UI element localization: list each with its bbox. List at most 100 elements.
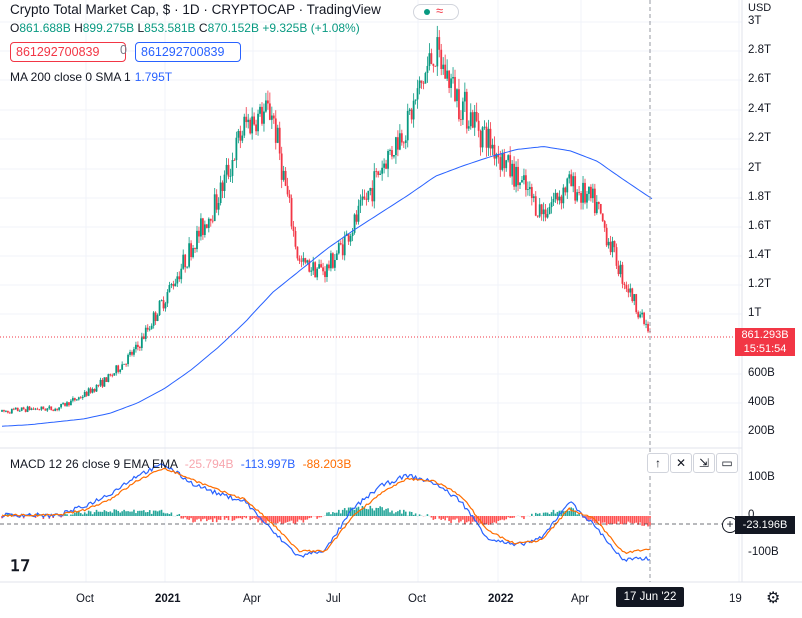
candle-body bbox=[146, 327, 149, 330]
histogram-bar bbox=[168, 514, 171, 516]
histogram-bar bbox=[150, 513, 153, 516]
candle-body bbox=[249, 119, 252, 134]
histogram-bar bbox=[422, 516, 425, 518]
histogram-bar bbox=[416, 515, 419, 517]
sell-button[interactable]: 861292700839 bbox=[10, 42, 126, 62]
candle-body bbox=[576, 192, 579, 201]
buy-button[interactable]: 861292700839 bbox=[135, 42, 241, 62]
candle-body bbox=[198, 230, 200, 237]
histogram-bar bbox=[509, 516, 511, 519]
histogram-bar bbox=[351, 507, 354, 516]
tradingview-logo-icon[interactable]: 𝟣𝟩 bbox=[10, 558, 31, 575]
histogram-bar bbox=[440, 516, 443, 520]
histogram-bar bbox=[424, 515, 427, 517]
histogram-bar bbox=[247, 516, 250, 517]
market-status-badge[interactable]: ≈ bbox=[413, 3, 459, 20]
candle-body bbox=[22, 407, 25, 410]
candle-body bbox=[396, 137, 399, 150]
candle-body bbox=[32, 408, 35, 410]
price-tick-label: 1.8T bbox=[748, 191, 772, 203]
candle-body bbox=[140, 336, 143, 348]
histogram-bar bbox=[367, 509, 370, 516]
histogram-bar bbox=[369, 505, 372, 516]
candle-body bbox=[158, 300, 161, 316]
histogram-bar bbox=[60, 516, 62, 518]
candle-body bbox=[113, 373, 116, 376]
histogram-bar bbox=[273, 516, 275, 524]
histogram-bar bbox=[603, 516, 606, 523]
histogram-bar bbox=[227, 516, 230, 521]
candle-body bbox=[58, 407, 61, 410]
histogram-bar bbox=[527, 515, 529, 517]
histogram-bar bbox=[379, 506, 381, 516]
candle-body bbox=[337, 243, 340, 254]
candle-body bbox=[631, 288, 634, 302]
candle-body bbox=[111, 375, 114, 377]
histogram-bar bbox=[294, 516, 297, 524]
histogram-bar bbox=[204, 516, 206, 519]
candle-body bbox=[60, 403, 62, 408]
candle-body bbox=[623, 283, 626, 285]
ma-legend[interactable]: MA 200 close 0 SMA 1 1.795T bbox=[10, 70, 173, 84]
candle-body bbox=[513, 163, 515, 187]
histogram-bar bbox=[373, 510, 376, 516]
candle-body bbox=[209, 218, 212, 221]
candle-body bbox=[36, 408, 39, 410]
histogram-bar bbox=[129, 511, 131, 516]
histogram-bar bbox=[404, 511, 407, 516]
histogram-bar bbox=[487, 516, 490, 526]
candle-body bbox=[590, 186, 592, 199]
histogram-bar bbox=[76, 511, 78, 516]
candle-body bbox=[564, 187, 567, 193]
candle-body bbox=[495, 154, 498, 159]
gear-icon[interactable]: ⚙ bbox=[766, 590, 781, 607]
histogram-bar bbox=[235, 516, 238, 519]
candle-body bbox=[463, 91, 466, 102]
histogram-bar bbox=[34, 516, 37, 518]
candle-body bbox=[469, 112, 472, 127]
histogram-bar bbox=[54, 515, 56, 516]
histogram-bar bbox=[511, 516, 513, 518]
candle-body bbox=[607, 241, 610, 246]
candle-body bbox=[251, 116, 254, 134]
candle-body bbox=[477, 120, 480, 131]
histogram-bar bbox=[458, 516, 460, 523]
restore-icon[interactable]: ▭ bbox=[716, 453, 738, 473]
histogram-bar bbox=[550, 512, 553, 516]
histogram-bar bbox=[211, 516, 214, 523]
candle-body bbox=[540, 204, 543, 215]
histogram-bar bbox=[481, 516, 484, 525]
candle-body bbox=[213, 194, 216, 222]
candle-body bbox=[243, 116, 246, 136]
candle-body bbox=[552, 198, 555, 203]
macd-signal-value: -88.203B bbox=[302, 457, 352, 471]
histogram-bar bbox=[115, 509, 118, 516]
candle-body bbox=[586, 193, 588, 203]
candle-body bbox=[554, 192, 557, 199]
arrow-up-icon[interactable]: ↑ bbox=[647, 453, 669, 473]
candle-body bbox=[16, 407, 19, 411]
status-dot-icon bbox=[424, 9, 430, 15]
candle-body bbox=[186, 266, 189, 268]
histogram-bar bbox=[383, 510, 385, 516]
macd-tick-label: 0 bbox=[748, 509, 755, 521]
histogram-bar bbox=[466, 516, 468, 523]
histogram-bar bbox=[483, 516, 486, 525]
histogram-bar bbox=[389, 512, 391, 516]
candle-body bbox=[300, 260, 303, 262]
histogram-bar bbox=[200, 516, 202, 522]
macd-legend[interactable]: MACD 12 26 close 9 EMA EMA -25.794B -113… bbox=[10, 457, 352, 471]
collapse-icon[interactable]: ⇲ bbox=[693, 453, 715, 473]
candle-body bbox=[647, 323, 649, 332]
candle-body bbox=[89, 388, 92, 393]
candle-body bbox=[599, 204, 602, 214]
candle-body bbox=[326, 264, 328, 278]
time-tick-label: Apr bbox=[243, 593, 261, 605]
close-icon[interactable]: ✕ bbox=[670, 453, 692, 473]
histogram-bar bbox=[629, 516, 632, 523]
candle-body bbox=[282, 170, 285, 180]
candle-body bbox=[227, 164, 230, 177]
histogram-bar bbox=[574, 510, 576, 516]
candle-body bbox=[475, 111, 478, 121]
